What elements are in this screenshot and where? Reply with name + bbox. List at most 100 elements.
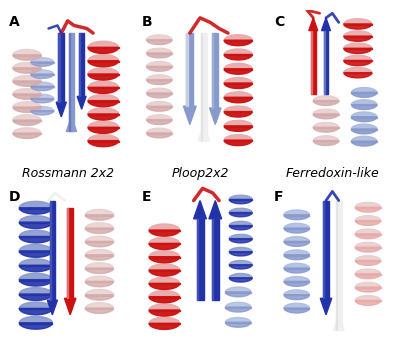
Polygon shape: [284, 228, 310, 229]
Polygon shape: [355, 300, 381, 301]
Polygon shape: [88, 68, 118, 74]
Polygon shape: [86, 223, 114, 228]
Polygon shape: [19, 201, 52, 208]
Polygon shape: [146, 40, 172, 45]
Polygon shape: [284, 268, 310, 269]
Polygon shape: [284, 215, 310, 220]
Polygon shape: [149, 230, 180, 231]
Polygon shape: [88, 121, 118, 127]
Polygon shape: [88, 101, 118, 102]
Polygon shape: [355, 300, 381, 305]
Polygon shape: [86, 241, 114, 247]
Polygon shape: [284, 295, 310, 296]
Polygon shape: [229, 212, 252, 213]
Polygon shape: [146, 93, 172, 98]
Polygon shape: [224, 126, 252, 131]
Polygon shape: [31, 74, 54, 75]
Polygon shape: [149, 243, 180, 244]
Text: E: E: [142, 190, 151, 204]
Polygon shape: [344, 68, 372, 73]
Polygon shape: [58, 33, 64, 102]
Polygon shape: [149, 230, 180, 236]
Polygon shape: [86, 268, 114, 269]
Polygon shape: [224, 83, 252, 84]
Polygon shape: [88, 61, 118, 62]
Polygon shape: [31, 86, 54, 87]
Polygon shape: [86, 228, 114, 234]
Polygon shape: [19, 316, 52, 323]
Polygon shape: [146, 93, 172, 94]
Polygon shape: [19, 259, 52, 265]
Polygon shape: [355, 229, 381, 234]
Polygon shape: [79, 33, 80, 97]
Polygon shape: [149, 224, 180, 230]
Polygon shape: [67, 208, 73, 298]
Polygon shape: [31, 106, 54, 111]
Polygon shape: [86, 290, 114, 295]
Polygon shape: [86, 295, 114, 300]
Polygon shape: [64, 298, 76, 315]
Polygon shape: [344, 36, 372, 41]
Polygon shape: [88, 127, 118, 128]
Polygon shape: [344, 55, 372, 60]
Polygon shape: [31, 82, 54, 86]
Polygon shape: [284, 263, 310, 268]
Polygon shape: [19, 308, 52, 309]
Polygon shape: [313, 140, 339, 141]
Polygon shape: [210, 108, 221, 124]
Polygon shape: [149, 270, 180, 276]
Polygon shape: [86, 228, 114, 229]
Polygon shape: [284, 303, 310, 308]
Polygon shape: [194, 201, 206, 219]
Polygon shape: [19, 308, 52, 315]
Polygon shape: [186, 33, 193, 106]
Polygon shape: [284, 228, 310, 233]
Text: D: D: [9, 190, 20, 204]
Polygon shape: [149, 297, 180, 303]
Polygon shape: [13, 76, 41, 81]
Polygon shape: [86, 268, 114, 273]
Polygon shape: [149, 243, 180, 250]
Polygon shape: [13, 115, 41, 120]
Polygon shape: [19, 294, 52, 295]
Polygon shape: [19, 222, 52, 223]
Polygon shape: [19, 280, 52, 281]
Polygon shape: [31, 86, 54, 91]
Polygon shape: [355, 221, 381, 225]
Polygon shape: [19, 294, 52, 300]
Polygon shape: [284, 241, 310, 242]
Polygon shape: [355, 274, 381, 275]
Polygon shape: [226, 292, 251, 297]
Polygon shape: [50, 201, 51, 300]
Polygon shape: [355, 287, 381, 292]
Polygon shape: [226, 322, 251, 323]
Polygon shape: [313, 114, 339, 119]
Polygon shape: [88, 140, 118, 147]
Polygon shape: [146, 133, 172, 138]
Polygon shape: [226, 307, 251, 308]
Polygon shape: [352, 129, 377, 130]
Polygon shape: [309, 18, 318, 31]
Polygon shape: [88, 41, 118, 47]
Polygon shape: [336, 201, 342, 330]
Polygon shape: [226, 322, 251, 327]
Polygon shape: [13, 133, 41, 134]
Polygon shape: [19, 302, 52, 308]
Polygon shape: [149, 304, 180, 310]
Polygon shape: [355, 247, 381, 248]
Polygon shape: [313, 101, 339, 105]
Text: C: C: [274, 15, 284, 29]
Polygon shape: [355, 234, 381, 235]
Polygon shape: [31, 99, 54, 103]
Polygon shape: [212, 219, 219, 299]
Polygon shape: [344, 19, 372, 24]
Polygon shape: [284, 308, 310, 309]
Polygon shape: [31, 74, 54, 78]
Polygon shape: [352, 105, 377, 109]
Polygon shape: [320, 298, 332, 315]
Polygon shape: [344, 24, 372, 29]
Polygon shape: [86, 209, 114, 215]
Polygon shape: [13, 120, 41, 125]
Polygon shape: [31, 111, 54, 112]
Polygon shape: [149, 297, 180, 298]
